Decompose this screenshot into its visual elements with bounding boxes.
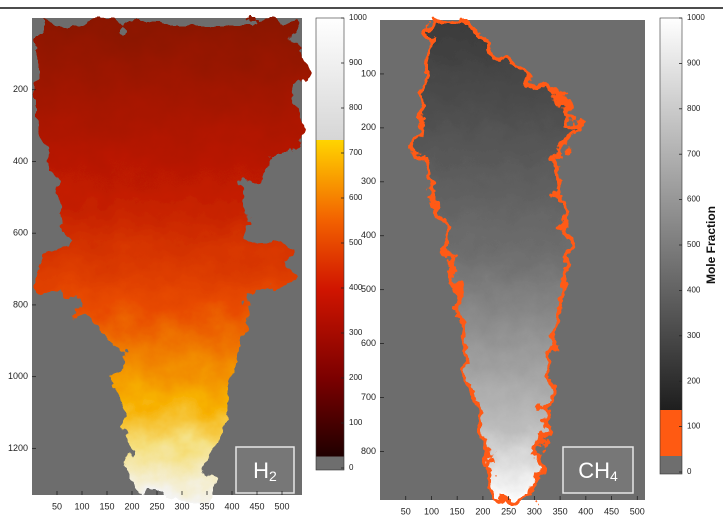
colorbar-tick-label: 500	[349, 238, 363, 247]
colorbar-tick-label: 700	[349, 148, 363, 157]
x-tick-label: 250	[501, 506, 516, 516]
y-tick-label: 800	[361, 446, 376, 456]
colorbar-tick-label: 1000	[687, 13, 705, 22]
colorbar-tick-label: 500	[687, 240, 701, 249]
x-tick-label: 100	[74, 501, 89, 511]
y-tick-label: 100	[361, 68, 376, 78]
ch4-plume	[412, 19, 589, 503]
x-tick-label: 400	[224, 501, 239, 511]
colorbar	[659, 17, 683, 475]
colorbar	[315, 17, 345, 471]
y-tick-label: 1000	[8, 371, 28, 381]
colorbar-tick-label: 800	[687, 104, 701, 113]
colorbar-tick-label: 100	[349, 418, 363, 427]
x-tick-label: 300	[527, 506, 542, 516]
species: CH	[578, 458, 610, 483]
x-tick-label: 450	[249, 501, 264, 511]
y-tick-label: 600	[13, 228, 28, 238]
x-tick-label: 500	[274, 501, 289, 511]
x-tick-label: 500	[630, 506, 645, 516]
colorbar-tick-label: 0	[687, 467, 692, 476]
x-tick-label: 50	[52, 501, 62, 511]
x-tick-label: 350	[199, 501, 214, 511]
species: H	[253, 458, 269, 483]
y-tick-label: 700	[361, 392, 376, 402]
colorbar-tick-label: 900	[687, 59, 701, 68]
colorbar-tick-label: 600	[687, 195, 701, 204]
y-tick-label: 800	[13, 299, 28, 309]
colorbar-tick-label: 0	[349, 463, 354, 472]
x-tick-label: 150	[99, 501, 114, 511]
x-tick-label: 200	[475, 506, 490, 516]
colorbar-tick-label: 300	[349, 328, 363, 337]
subscript: 2	[269, 468, 277, 484]
x-tick-label: 400	[578, 506, 593, 516]
panel-label: H2	[253, 458, 277, 484]
colorbar-tick-label: 800	[349, 103, 363, 112]
y-tick-label: 500	[361, 284, 376, 294]
y-tick-label: 200	[361, 122, 376, 132]
y-tick-label: 600	[361, 338, 376, 348]
y-tick-label: 400	[361, 230, 376, 240]
colorbar-tick-label: 200	[349, 373, 363, 382]
colorbar-tick-label: 600	[349, 193, 363, 202]
x-tick-label: 150	[450, 506, 465, 516]
label-box	[235, 446, 295, 494]
x-tick-label: 450	[604, 506, 619, 516]
h2-plume	[40, 22, 300, 495]
colorbar-tick-label: 700	[687, 149, 701, 158]
panel-label: CH4	[578, 458, 618, 484]
colorbar-tick-label: 200	[687, 376, 701, 385]
label-box	[562, 446, 634, 494]
y-tick-label: 200	[13, 84, 28, 94]
x-tick-label: 250	[149, 501, 164, 511]
colorbar-tick-label: 100	[687, 422, 701, 431]
colorbar-tick-label: 400	[687, 286, 701, 295]
x-tick-label: 200	[124, 501, 139, 511]
colorbar-tick-label: 1000	[349, 13, 367, 22]
x-tick-label: 100	[424, 506, 439, 516]
colorbar-label: Mole Fraction	[704, 206, 718, 284]
y-tick-label: 300	[361, 176, 376, 186]
y-tick-label: 400	[13, 156, 28, 166]
subscript: 4	[610, 468, 618, 484]
colorbar-tick-label: 400	[349, 283, 363, 292]
colorbar-tick-label: 300	[687, 331, 701, 340]
x-tick-label: 350	[553, 506, 568, 516]
y-tick-label: 1200	[8, 443, 28, 453]
x-tick-label: 50	[401, 506, 411, 516]
x-tick-label: 300	[174, 501, 189, 511]
colorbar-tick-label: 900	[349, 58, 363, 67]
